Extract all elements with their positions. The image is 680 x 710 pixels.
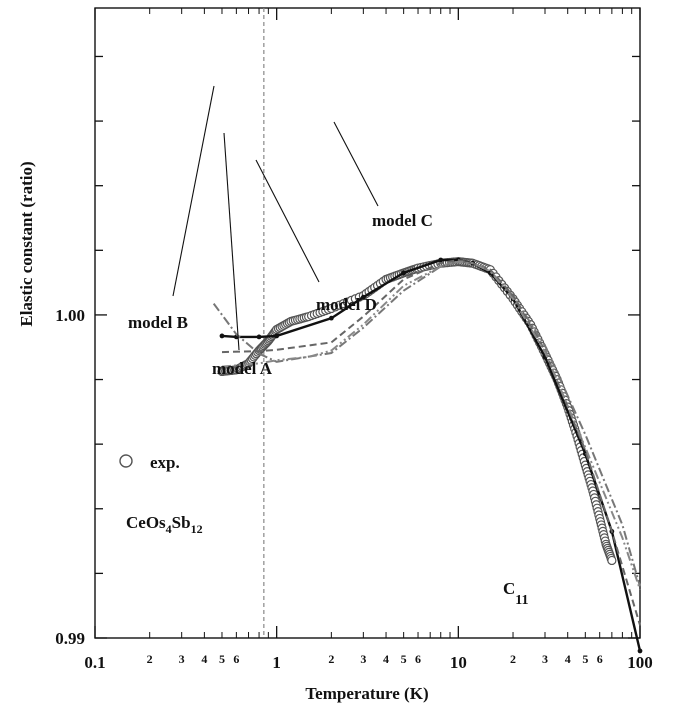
data-point <box>438 257 444 263</box>
x-minor-tick-label: 4 <box>201 652 207 666</box>
annotation-model-a: model A <box>212 359 273 378</box>
data-point <box>274 333 280 339</box>
x-tick-label: 1 <box>272 653 281 672</box>
annotation-model-c: model C <box>372 211 433 230</box>
annotation-leaders <box>172 85 379 351</box>
series-line-model-d <box>221 260 641 590</box>
x-minor-tick-label: 6 <box>597 652 603 666</box>
y-tick-label: 0.99 <box>55 629 85 648</box>
y-axis-title: Elastic constant (ratio) <box>17 161 36 326</box>
series-layer <box>212 257 643 654</box>
series-line-model-a <box>221 258 642 652</box>
data-point <box>637 648 643 654</box>
plot-frame <box>94 7 641 639</box>
x-minor-tick-label: 3 <box>179 652 185 666</box>
axis-ticks <box>94 8 641 639</box>
x-minor-tick-label: 2 <box>147 652 153 666</box>
x-tick-label: 100 <box>627 653 653 672</box>
data-point <box>401 270 407 276</box>
series-points-model-a <box>219 257 643 654</box>
x-minor-tick-label: 4 <box>383 652 389 666</box>
annotation-model-b: model B <box>128 313 188 332</box>
data-point <box>256 334 262 340</box>
legend-label: exp. <box>150 453 180 472</box>
x-axis-title: Temperature (K) <box>305 684 428 703</box>
mode-label: C11 <box>503 579 529 608</box>
data-point <box>360 294 366 300</box>
x-minor-tick-label: 2 <box>328 652 334 666</box>
compound-mid: Sb <box>172 513 191 532</box>
x-minor-tick-label: 2 <box>510 652 516 666</box>
series-exp <box>217 257 617 566</box>
compound-label: CeOs4Sb12 <box>126 513 203 536</box>
mode-sub: 11 <box>515 593 528 608</box>
x-tick-label: 10 <box>450 653 467 672</box>
x-minor-tick-label: 6 <box>233 652 239 666</box>
compound-sub1: 4 <box>166 522 172 536</box>
compound-sub2: 12 <box>191 522 203 536</box>
data-point <box>219 333 225 339</box>
x-tick-label: 0.1 <box>84 653 105 672</box>
mode-base: C <box>503 579 515 598</box>
x-minor-tick-label: 5 <box>219 652 225 666</box>
compound-base: CeOs <box>126 513 166 532</box>
legend-marker-circle <box>119 454 133 468</box>
x-minor-tick-label: 5 <box>582 652 588 666</box>
data-point <box>328 315 334 321</box>
x-minor-tick-label: 6 <box>415 652 421 666</box>
y-tick-label: 1.00 <box>55 306 85 325</box>
x-minor-tick-label: 5 <box>401 652 407 666</box>
data-point <box>607 555 617 566</box>
x-minor-tick-label: 4 <box>565 652 571 666</box>
annotation-model-d: model D <box>316 295 377 314</box>
series-line-model-b <box>212 260 641 587</box>
x-minor-tick-label: 3 <box>360 652 366 666</box>
x-minor-tick-label: 3 <box>542 652 548 666</box>
